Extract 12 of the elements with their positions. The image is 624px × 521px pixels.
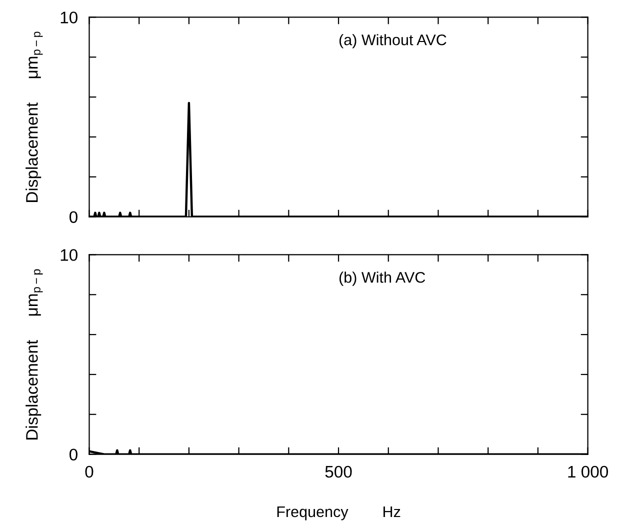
y-tick-label: 10 (60, 249, 78, 261)
x-axis-title: Frequency Hz (277, 506, 400, 520)
x-tick-label: 0 (85, 466, 94, 478)
y-tick-label: 10 (60, 12, 78, 24)
y-axis-title: Displacement μm$_{p−p}$ (26, 32, 43, 202)
x-tick-label: 500 (325, 466, 352, 478)
y-tick-label: 0 (70, 448, 78, 461)
annotation: (b) With AVC (339, 272, 426, 286)
y-tick-label: 0 (70, 211, 78, 223)
annotation: (a) Without AVC (339, 34, 446, 48)
x-tick-label: 1 000 (568, 466, 608, 478)
y-axis-title: Displacement μm$_{p−p}$ (26, 269, 43, 440)
